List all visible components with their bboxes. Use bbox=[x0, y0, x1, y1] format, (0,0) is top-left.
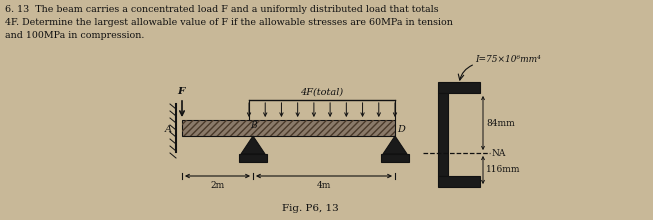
Text: D: D bbox=[397, 125, 405, 134]
Text: I=75×10⁶mm⁴: I=75×10⁶mm⁴ bbox=[475, 55, 541, 64]
Text: B: B bbox=[250, 121, 257, 130]
Text: 4F. Determine the largest allowable value of F if the allowable stresses are 60M: 4F. Determine the largest allowable valu… bbox=[5, 18, 453, 27]
Text: 116mm: 116mm bbox=[486, 165, 520, 174]
Text: 6. 13  The beam carries a concentrated load F and a uniformly distributed load t: 6. 13 The beam carries a concentrated lo… bbox=[5, 5, 439, 14]
Bar bbox=[438, 176, 480, 187]
Bar bbox=[381, 154, 409, 162]
Polygon shape bbox=[383, 136, 407, 154]
Text: A: A bbox=[165, 125, 172, 134]
Polygon shape bbox=[241, 136, 265, 154]
Bar bbox=[182, 120, 395, 136]
Text: F: F bbox=[178, 87, 185, 96]
Text: 4F(total): 4F(total) bbox=[300, 88, 343, 97]
Text: NA: NA bbox=[492, 148, 506, 158]
Text: 2m: 2m bbox=[210, 181, 225, 190]
Text: and 100MPa in compression.: and 100MPa in compression. bbox=[5, 31, 144, 40]
Bar bbox=[182, 120, 395, 136]
Bar bbox=[239, 154, 267, 162]
Text: 84mm: 84mm bbox=[486, 119, 515, 128]
Bar bbox=[438, 93, 448, 176]
Bar bbox=[438, 82, 480, 93]
Text: 4m: 4m bbox=[317, 181, 331, 190]
Text: Fig. P6, 13: Fig. P6, 13 bbox=[281, 204, 338, 213]
